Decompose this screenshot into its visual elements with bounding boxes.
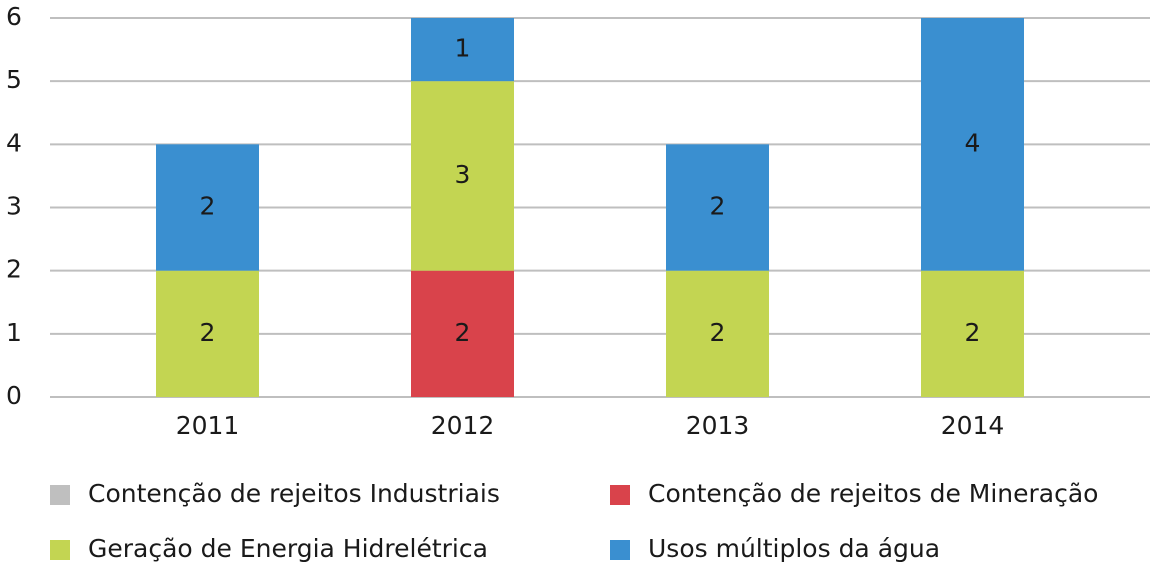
y-tick-label: 2 [6, 255, 22, 284]
legend-label: Contenção de rejeitos Industriais [88, 479, 500, 508]
bar-segment [156, 144, 259, 271]
legend-label: Usos múltiplos da água [648, 534, 940, 563]
legend-swatch [50, 540, 70, 560]
data-label: 2 [455, 318, 471, 347]
x-tick-label: 2013 [686, 411, 750, 440]
x-tick-label: 2011 [176, 411, 240, 440]
legend-label: Contenção de rejeitos de Mineração [648, 479, 1098, 508]
legend-swatch [610, 485, 630, 505]
bar-segment [156, 270, 259, 397]
data-label: 2 [200, 192, 216, 221]
data-label: 2 [200, 318, 216, 347]
bar-segment [666, 270, 769, 397]
y-tick-label: 4 [6, 128, 22, 157]
data-label: 4 [965, 128, 981, 157]
data-label: 2 [710, 318, 726, 347]
legend-swatch [610, 540, 630, 560]
data-label: 1 [455, 34, 471, 63]
legend-swatch [50, 485, 70, 505]
bar-segment [411, 81, 514, 271]
y-tick-label: 3 [6, 192, 22, 221]
bar-segment [921, 18, 1024, 271]
y-tick-label: 0 [6, 381, 22, 410]
y-tick-label: 5 [6, 65, 22, 94]
y-tick-label: 1 [6, 318, 22, 347]
data-label: 2 [965, 318, 981, 347]
data-label: 2 [710, 192, 726, 221]
bar-segment [411, 270, 514, 397]
bar-segment [921, 270, 1024, 397]
x-tick-label: 2012 [431, 411, 495, 440]
data-label: 3 [455, 160, 471, 189]
legend-label: Geração de Energia Hidrelétrica [88, 534, 488, 563]
y-tick-label: 6 [6, 2, 22, 31]
bar-segment [411, 18, 514, 82]
x-tick-label: 2014 [941, 411, 1005, 440]
bar-segment [666, 144, 769, 271]
